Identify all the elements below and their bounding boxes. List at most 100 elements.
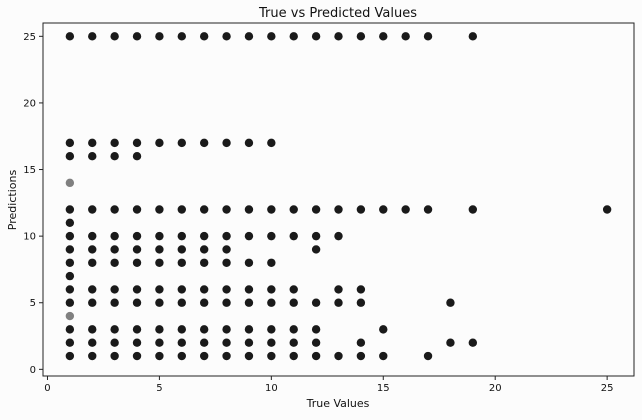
data-point [155, 245, 164, 254]
data-point [311, 245, 321, 254]
data-point [244, 325, 254, 334]
data-point [311, 325, 321, 334]
data-point [356, 205, 366, 214]
data-point [177, 205, 186, 214]
data-point [88, 205, 97, 214]
data-point [88, 325, 97, 334]
data-point [155, 32, 164, 41]
data-point [155, 351, 164, 361]
data-point [132, 152, 142, 161]
data-point [222, 298, 231, 307]
data-point [65, 338, 75, 347]
data-point [356, 338, 366, 347]
data-point [65, 218, 75, 228]
chart-title: True vs Predicted Values [258, 6, 417, 21]
data-point [177, 258, 186, 267]
x-tick-label: 10 [265, 383, 278, 394]
data-point [289, 351, 298, 361]
data-point [289, 285, 298, 294]
data-point [199, 338, 209, 347]
data-point [110, 285, 119, 294]
y-tick-label: 25 [23, 32, 36, 43]
data-point [155, 258, 164, 267]
data-point [177, 338, 186, 347]
data-point [110, 152, 119, 161]
y-tick-label: 0 [30, 365, 36, 376]
data-point [110, 205, 119, 214]
data-point [88, 285, 97, 294]
data-point [110, 32, 119, 41]
data-point [244, 231, 254, 241]
x-tick-label: 5 [156, 383, 162, 394]
data-point [155, 325, 164, 334]
data-point [65, 231, 75, 241]
data-point [132, 258, 142, 267]
data-point [65, 245, 75, 254]
data-point [267, 298, 276, 307]
data-point [110, 231, 119, 241]
data-point [132, 205, 142, 214]
plot-frame [42, 22, 635, 377]
data-point [244, 205, 254, 214]
data-point [267, 351, 276, 361]
data-point [177, 138, 186, 148]
data-point [65, 311, 75, 321]
data-point [110, 138, 119, 148]
data-point [65, 285, 75, 294]
data-point [110, 338, 119, 347]
data-point [65, 178, 75, 188]
data-point [222, 245, 231, 254]
data-point [199, 325, 209, 334]
data-point [65, 138, 75, 148]
data-point [267, 205, 276, 214]
data-point [334, 205, 343, 214]
data-point [110, 325, 119, 334]
data-point [199, 231, 209, 241]
data-point [65, 271, 75, 281]
data-point [379, 32, 388, 41]
data-point [401, 205, 410, 214]
data-point [311, 231, 321, 241]
data-point [88, 152, 97, 161]
data-point [177, 351, 186, 361]
data-point [155, 138, 164, 148]
data-point [132, 245, 142, 254]
data-point [222, 205, 231, 214]
data-point [222, 285, 231, 294]
data-point [267, 138, 276, 148]
data-point [132, 231, 142, 241]
data-point [65, 298, 75, 307]
data-point [379, 325, 388, 334]
x-tick-label: 0 [44, 383, 50, 394]
data-point [88, 245, 97, 254]
data-point [289, 205, 298, 214]
data-point [132, 325, 142, 334]
x-axis-label: True Values [306, 397, 370, 410]
data-point [199, 32, 209, 41]
data-point [289, 32, 298, 41]
data-point [289, 325, 298, 334]
data-point [244, 138, 254, 148]
data-point [446, 298, 455, 307]
x-tick-label: 15 [377, 383, 390, 394]
data-point [88, 338, 97, 347]
data-point [379, 205, 388, 214]
data-point [110, 258, 119, 267]
x-tick-label: 20 [489, 383, 502, 394]
data-point [199, 205, 209, 214]
data-point [132, 298, 142, 307]
data-point [222, 325, 231, 334]
data-point [379, 351, 388, 361]
data-point [177, 298, 186, 307]
data-point [132, 285, 142, 294]
data-point [267, 325, 276, 334]
data-point [334, 285, 343, 294]
data-point [334, 351, 343, 361]
data-point [177, 245, 186, 254]
data-point [88, 32, 97, 41]
data-point [244, 32, 254, 41]
data-point [468, 205, 478, 214]
data-point [222, 258, 231, 267]
data-point [132, 32, 142, 41]
